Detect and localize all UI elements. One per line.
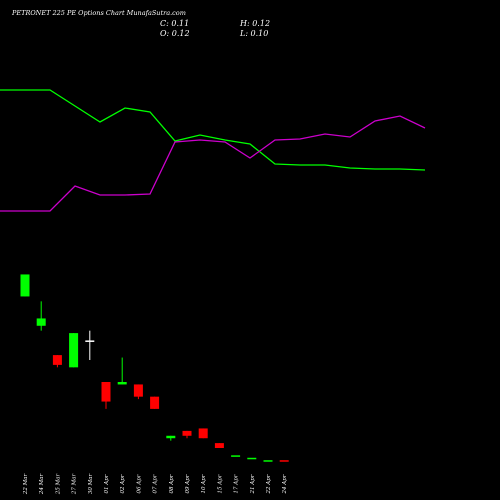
- candle-6: [101, 382, 111, 409]
- x-tick-label: 07 Apr: [153, 474, 159, 493]
- indicator-line-1: [0, 89, 426, 171]
- x-tick-label: 02 Apr: [120, 474, 126, 493]
- candle-body: [279, 460, 289, 462]
- indicator-line-2: [0, 115, 426, 212]
- candle-9: [150, 396, 160, 409]
- candle-16: [263, 460, 273, 462]
- candle-15: [247, 457, 257, 460]
- candle-body: [36, 318, 46, 326]
- chart-title: PETRONET 225 PE Options Chart MunafaSutr…: [12, 9, 186, 17]
- candle-1: [20, 274, 30, 297]
- candle-body: [20, 274, 30, 297]
- close-value: C: 0.11: [160, 19, 190, 28]
- candle-17: [279, 460, 289, 462]
- candle-body: [133, 384, 143, 397]
- candle-body: [52, 355, 62, 365]
- candle-7: [117, 357, 127, 385]
- indicator-lines: [0, 89, 426, 212]
- x-tick-label: 17 Apr: [234, 474, 240, 493]
- candle-8: [133, 384, 143, 400]
- candle-body: [69, 333, 79, 368]
- x-tick-label: 25 Mar: [55, 473, 61, 495]
- x-tick-label: 01 Apr: [104, 474, 110, 493]
- x-tick-label: 27 Mar: [72, 473, 78, 495]
- candle-body: [247, 457, 257, 460]
- candle-4: [69, 333, 79, 368]
- candle-12: [198, 428, 208, 439]
- candle-body: [231, 455, 241, 457]
- candle-body: [263, 460, 273, 462]
- x-tick-label: 22 Mar: [23, 473, 29, 495]
- candle-11: [182, 430, 192, 439]
- x-tick-label: 08 Apr: [169, 474, 175, 493]
- candle-14: [231, 455, 241, 457]
- x-axis-labels: 22 Mar 24 Mar 25 Mar 27 Mar 30 Mar 01 Apr 02 A…: [23, 473, 288, 495]
- x-tick-label: 30 Mar: [88, 473, 94, 494]
- low-value: L: 0.10: [240, 29, 269, 38]
- candle-2: [36, 301, 46, 331]
- x-tick-label: 21 Apr: [250, 474, 256, 494]
- candles: [20, 274, 289, 462]
- candle-body: [198, 428, 208, 439]
- x-tick-label: 06 Apr: [136, 474, 142, 493]
- x-tick-label: 24 Mar: [39, 473, 45, 495]
- candle-body: [182, 430, 192, 436]
- candle-13: [214, 443, 224, 448]
- x-tick-label: 24 Apr: [282, 474, 288, 494]
- open-value: O: 0.12: [160, 29, 190, 38]
- x-tick-label: 22 Apr: [266, 474, 272, 494]
- candle-body: [117, 382, 127, 385]
- candle-body: [85, 340, 95, 342]
- candle-body: [150, 396, 160, 409]
- candle-body: [214, 443, 224, 448]
- candle-3: [52, 355, 62, 368]
- candle-10: [166, 435, 176, 441]
- candle-body: [101, 382, 111, 402]
- high-value: H: 0.12: [240, 19, 271, 28]
- x-tick-label: 10 Apr: [201, 474, 207, 493]
- candle-5: [85, 330, 95, 360]
- x-tick-label: 09 Apr: [185, 474, 191, 493]
- x-tick-label: 15 Apr: [217, 474, 223, 493]
- candle-body: [166, 435, 176, 439]
